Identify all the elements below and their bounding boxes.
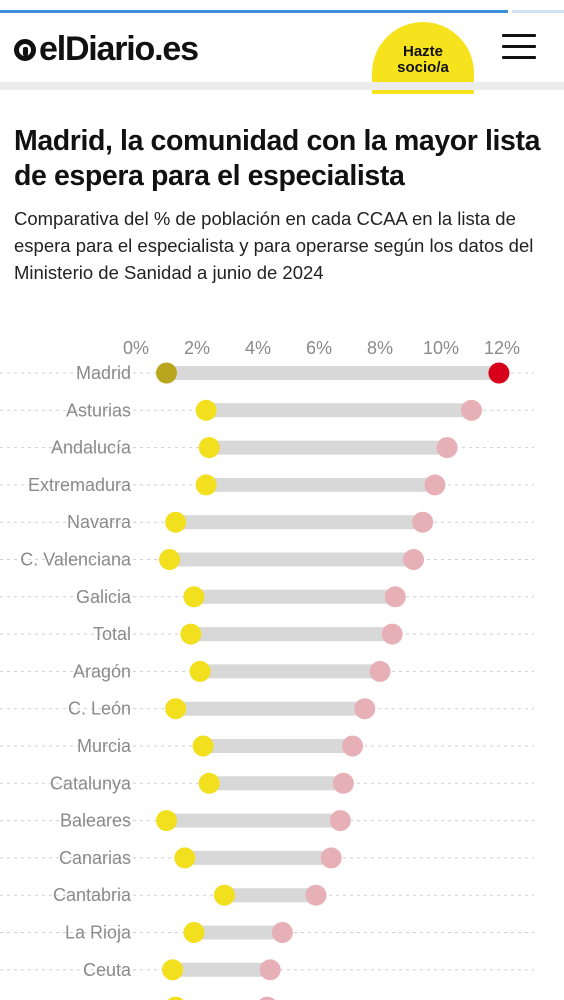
left-value-dot [195, 474, 217, 496]
logo-text: elDiario.es [39, 30, 199, 68]
left-value-dot [156, 810, 177, 832]
right-value-dot [424, 474, 446, 496]
site-header: elDiario.es Hazte socio/a [0, 14, 564, 94]
x-tick-label: 4% [245, 338, 271, 358]
hazte-socio-label: Hazte socio/a [397, 43, 449, 76]
category-label: Canarias [59, 848, 131, 868]
category-label: Total [93, 624, 131, 644]
right-value-dot [271, 922, 293, 943]
category-label: Extremadura [28, 475, 132, 495]
left-value-dot [165, 698, 187, 720]
category-label: Madrid [76, 363, 131, 383]
category-label: Catalunya [50, 773, 132, 793]
category-label: Navarra [67, 512, 132, 532]
right-value-dot [381, 623, 403, 645]
left-value-dot [198, 772, 220, 794]
category-label: La Rioja [65, 923, 132, 943]
left-value-dot [174, 847, 196, 869]
category-label: C. León [68, 699, 131, 719]
x-tick-label: 12% [484, 338, 520, 358]
right-value-dot [305, 884, 327, 906]
left-value-dot [195, 399, 217, 421]
category-label: C. Valenciana [20, 550, 132, 570]
site-logo[interactable]: elDiario.es [14, 30, 199, 69]
header-divider [0, 82, 564, 90]
left-value-dot [183, 586, 205, 608]
right-value-dot [332, 772, 354, 794]
left-value-dot [156, 362, 177, 384]
dot-range-chart: 0% 2% 4% 6% 8% 10% 12% Madrid Asturias Andalucía E… [0, 338, 534, 1000]
x-tick-label: 8% [367, 338, 393, 358]
category-label: Ceuta [83, 960, 132, 980]
chart-subtitle: Comparativa del % de población en cada C… [14, 208, 534, 283]
right-value-dot [412, 511, 434, 533]
left-value-dot [159, 549, 181, 570]
left-value-dot [198, 437, 220, 459]
right-value-dot [320, 847, 342, 869]
left-value-dot [189, 660, 211, 682]
x-tick-label: 10% [423, 338, 459, 358]
x-tick-label: 6% [306, 338, 332, 358]
category-label: Galicia [76, 587, 132, 607]
category-label: Baleares [60, 811, 131, 831]
right-value-dot [259, 959, 281, 981]
category-label: Aragón [73, 661, 131, 681]
left-value-dot [213, 884, 235, 906]
right-value-dot [342, 735, 364, 757]
logo-ring-icon [14, 38, 36, 61]
reading-progress-track [511, 10, 564, 13]
reading-progress-fill [0, 10, 508, 13]
right-value-dot [329, 810, 351, 832]
left-value-dot [165, 511, 187, 533]
right-value-dot [259, 996, 275, 1000]
right-value-dot [436, 437, 458, 459]
chart-title: Madrid, la comunidad con la mayor lista … [14, 125, 541, 192]
category-label: Asturias [66, 400, 131, 420]
left-value-dot [180, 623, 202, 645]
right-value-dot [369, 660, 391, 682]
right-value-dot [403, 549, 425, 570]
left-value-dot [167, 996, 184, 1000]
category-label: Murcia [77, 736, 132, 756]
x-tick-label: 2% [184, 338, 210, 358]
right-value-dot [488, 362, 510, 384]
category-label: Cantabria [53, 885, 132, 905]
category-label: Andalucía [51, 438, 132, 458]
hamburger-menu-icon[interactable] [502, 34, 536, 62]
left-value-dot [162, 959, 184, 981]
reading-progress-bar [0, 0, 564, 14]
right-value-dot [461, 399, 482, 421]
x-tick-label: 0% [123, 338, 149, 358]
right-value-dot [354, 698, 376, 720]
left-value-dot [192, 735, 214, 757]
right-value-dot [384, 586, 406, 608]
left-value-dot [183, 922, 205, 943]
